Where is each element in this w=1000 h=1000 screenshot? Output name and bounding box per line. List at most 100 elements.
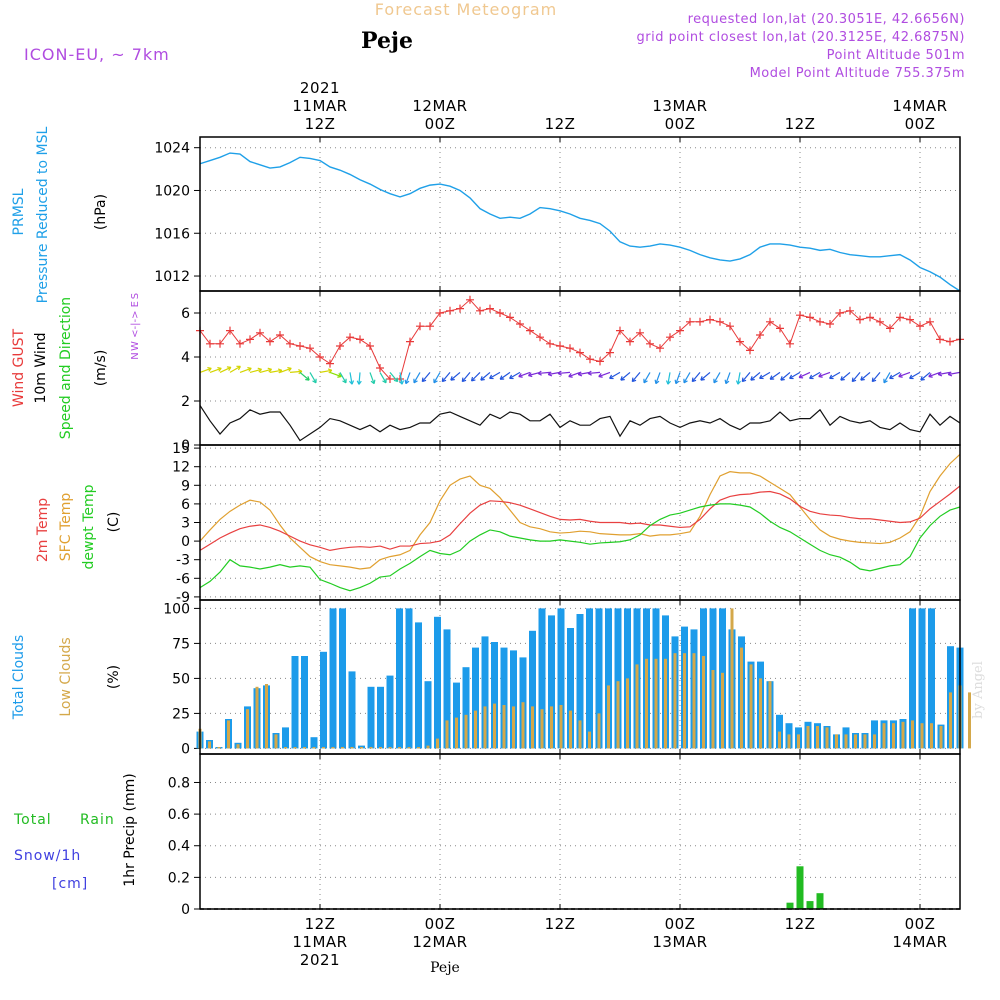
bottom-time-label: 12Z (785, 915, 816, 933)
wind-arrow-head (871, 377, 877, 383)
wind-arrow (433, 372, 441, 384)
total-cloud-bar (462, 667, 470, 749)
total-cloud-bar (348, 671, 356, 749)
gust-marker (526, 326, 534, 335)
pressure-panel: 1012 1016 1020 1024 (154, 136, 961, 292)
compass-south: S (130, 293, 141, 299)
wind-arrow (655, 372, 661, 384)
gust-marker (376, 364, 384, 372)
gust-marker (556, 342, 564, 350)
model-label: ICON-EU, ~ 7km (24, 45, 170, 64)
gust-marker (466, 295, 474, 304)
gust-marker (866, 313, 874, 322)
total-cloud-bar (928, 608, 935, 749)
bottom-time-label: 11MAR (292, 933, 347, 951)
gust-marker (796, 311, 804, 320)
low-cloud-bar (569, 710, 572, 749)
t2m-line (199, 485, 961, 552)
tsfc-label: SFC Temp (58, 493, 74, 562)
wind-arrow-head (356, 380, 362, 385)
wind-arrow-head (769, 375, 775, 380)
wind-arrow-head (518, 373, 523, 378)
total-cloud-bar (415, 622, 422, 749)
temperature-ytick-label: 6 (181, 497, 190, 513)
wind-arrow-head (441, 377, 447, 383)
gust-marker (206, 339, 214, 348)
gust-marker (936, 335, 944, 344)
gust-marker (326, 359, 334, 368)
wind-arrow-head (818, 373, 823, 378)
wind-arrow (441, 372, 451, 382)
wind-arrow (349, 372, 353, 385)
wind-arrow-head (499, 375, 505, 380)
watermark: by Angel (971, 661, 986, 719)
tsfc-line (199, 453, 961, 570)
gust-marker (696, 317, 704, 326)
gust-marker (516, 320, 524, 328)
footer-station: Peje (430, 960, 460, 976)
low-cloud-bar (787, 734, 791, 749)
gust-marker (886, 324, 894, 333)
title: Forecast Meteogram (375, 0, 557, 19)
low-cloud-bar (968, 692, 971, 749)
rain-bar (816, 893, 824, 909)
gust-marker (566, 344, 574, 353)
gust-marker (626, 337, 634, 346)
top-time-label: 00Z (905, 115, 936, 133)
top-time-label: 14MAR (892, 97, 947, 115)
low-cloud-bar (550, 706, 553, 749)
wind-arrow (598, 371, 611, 378)
low-cloud-bar (863, 734, 867, 749)
wind-arrow-head (937, 371, 943, 377)
low-cloud-bar (417, 747, 420, 749)
gust-marker (586, 355, 594, 364)
clouds-ytick-label: 75 (172, 636, 190, 652)
total-cloud-bar (481, 636, 489, 749)
low-cloud-bar (512, 706, 515, 749)
wind-arrow (818, 371, 831, 378)
wind-arrow-head (568, 373, 573, 378)
wind-arrow-head (851, 377, 857, 383)
total-cloud-bar (538, 608, 546, 749)
gust-marker (606, 348, 614, 357)
low-cloud-bar (626, 678, 629, 749)
gust-marker (576, 348, 584, 357)
wind-arrow (840, 371, 851, 381)
compass-rose: N W <-|-> E S (130, 293, 141, 360)
temperature-ytick-label: 3 (181, 516, 190, 532)
gust-marker (816, 317, 824, 326)
prmsl-sub-label: Pressure Reduced to MSL (35, 126, 51, 303)
gust-marker (546, 339, 554, 348)
wind-arrow (389, 372, 399, 382)
wind-arrow-head (598, 373, 603, 378)
wind-arrow-head (287, 366, 292, 372)
total-cloud-bar (529, 630, 536, 749)
gust-marker (726, 322, 734, 331)
wind-unit: (m/s) (93, 350, 109, 387)
low-cloud-bar (835, 734, 838, 749)
gust-marker (276, 331, 284, 339)
wind-arrow (279, 367, 292, 373)
top-time-label: 00Z (665, 115, 696, 133)
gust-label: Wind GUST (11, 328, 27, 407)
wind-arrow-head (527, 372, 533, 378)
low-cloud-bar (341, 747, 344, 749)
wind-dir-label: Speed and Direction (58, 297, 74, 439)
wind-arrow-head (798, 373, 804, 379)
prmsl-label: PRMSL (11, 188, 27, 235)
precip-ylabel: 1hr Precip (mm) (122, 773, 138, 886)
low-cloud-bar (331, 747, 335, 749)
wind-arrow (249, 368, 262, 373)
wind-arrow-head (247, 366, 252, 372)
wind-arrow (269, 369, 282, 373)
wind-arrow-head (257, 367, 263, 373)
total-cloud-bar (367, 686, 375, 749)
low-cloud-bar (540, 709, 544, 749)
wind-arrow-head (587, 370, 592, 376)
low-cloud-bar (740, 647, 743, 749)
low-cloud-bar (892, 723, 895, 749)
wind-arrow (557, 371, 571, 375)
top-time-label: 2021 (300, 79, 340, 97)
gust-marker (296, 342, 304, 350)
gust-marker (486, 304, 494, 313)
